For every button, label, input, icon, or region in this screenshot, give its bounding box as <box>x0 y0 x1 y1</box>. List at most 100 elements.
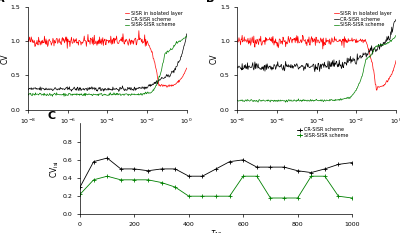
SISR in isolated layer <box>394 59 398 62</box>
SISR-SISR scheme <box>26 94 31 96</box>
CR-SISR scheme <box>241 158 246 161</box>
SISR in isolated layer <box>369 61 374 63</box>
SISR-SISR scheme <box>241 175 246 178</box>
CR-SISR scheme <box>295 169 300 172</box>
SISR-SISR scheme <box>268 197 273 199</box>
SISR in isolated layer <box>120 41 125 43</box>
SISR-SISR scheme <box>184 36 189 38</box>
SISR-SISR scheme <box>322 175 327 178</box>
CR-SISR scheme <box>330 59 335 62</box>
SISR-SISR scheme <box>369 54 374 56</box>
Line: CR-SISR scheme: CR-SISR scheme <box>28 34 187 91</box>
CR-SISR scheme <box>146 169 150 172</box>
Text: C: C <box>47 111 56 121</box>
CR-SISR scheme <box>116 90 121 93</box>
SISR-SISR scheme <box>295 197 300 199</box>
SISR in isolated layer <box>26 40 31 43</box>
X-axis label: $\tau_{12}$: $\tau_{12}$ <box>210 228 222 233</box>
SISR-SISR scheme <box>283 101 288 104</box>
Text: B: B <box>206 0 214 4</box>
SISR-SISR scheme <box>350 197 354 199</box>
CR-SISR scheme <box>91 160 96 163</box>
Y-axis label: CV$_{\rm isi}$: CV$_{\rm isi}$ <box>48 160 61 178</box>
SISR in isolated layer <box>164 86 169 89</box>
SISR-SISR scheme <box>132 178 137 181</box>
Line: SISR-SISR scheme: SISR-SISR scheme <box>237 36 396 102</box>
CR-SISR scheme <box>330 65 334 68</box>
SISR-SISR scheme <box>282 197 286 199</box>
SISR-SISR scheme <box>330 99 335 102</box>
CR-SISR scheme <box>123 88 128 91</box>
CR-SISR scheme <box>350 161 354 164</box>
Legend: SISR in isolated layer, CR-SISR scheme, SISR-SISR scheme: SISR in isolated layer, CR-SISR scheme, … <box>332 9 394 29</box>
CR-SISR scheme <box>120 84 125 87</box>
SISR-SISR scheme <box>120 93 125 96</box>
SISR-SISR scheme <box>235 99 240 102</box>
SISR-SISR scheme <box>146 178 150 181</box>
CR-SISR scheme <box>394 18 398 21</box>
SISR-SISR scheme <box>186 195 191 198</box>
SISR in isolated layer <box>236 41 240 44</box>
CR-SISR scheme <box>26 88 31 91</box>
SISR in isolated layer <box>136 29 141 32</box>
SISR-SISR scheme <box>184 35 188 38</box>
CR-SISR scheme <box>214 168 218 170</box>
SISR-SISR scheme <box>379 44 384 47</box>
SISR-SISR scheme <box>118 178 123 181</box>
CR-SISR scheme <box>268 166 273 168</box>
SISR in isolated layer <box>330 37 334 39</box>
SISR in isolated layer <box>380 85 385 87</box>
CR-SISR scheme <box>173 168 178 170</box>
CR-SISR scheme <box>26 89 30 91</box>
SISR-SISR scheme <box>336 195 341 198</box>
CR-SISR scheme <box>170 71 175 73</box>
SISR-SISR scheme <box>332 99 337 102</box>
SISR-SISR scheme <box>78 193 82 196</box>
SISR-SISR scheme <box>330 98 334 101</box>
SISR in isolated layer <box>26 38 30 41</box>
SISR-SISR scheme <box>394 34 398 37</box>
CR-SISR scheme <box>105 157 110 159</box>
SISR in isolated layer <box>240 34 244 37</box>
X-axis label: $\sigma_1$: $\sigma_1$ <box>312 128 322 138</box>
CR-SISR scheme <box>235 65 240 68</box>
CR-SISR scheme <box>369 44 374 47</box>
SISR in isolated layer <box>170 84 175 87</box>
CR-SISR scheme <box>160 77 165 79</box>
SISR-SISR scheme <box>236 99 240 102</box>
CR-SISR scheme <box>254 166 259 168</box>
SISR-SISR scheme <box>160 65 165 67</box>
Line: CR-SISR scheme: CR-SISR scheme <box>78 156 354 189</box>
SISR-SISR scheme <box>173 186 178 188</box>
Line: SISR in isolated layer: SISR in isolated layer <box>237 35 396 90</box>
CR-SISR scheme <box>379 44 384 47</box>
Y-axis label: CV: CV <box>210 53 219 64</box>
CR-SISR scheme <box>236 67 240 69</box>
CR-SISR scheme <box>282 166 286 168</box>
SISR-SISR scheme <box>159 181 164 184</box>
Line: SISR-SISR scheme: SISR-SISR scheme <box>78 175 354 200</box>
Legend: CR-SISR scheme, SISR-SISR scheme: CR-SISR scheme, SISR-SISR scheme <box>296 126 350 140</box>
Legend: SISR in isolated layer, CR-SISR scheme, SISR-SISR scheme: SISR in isolated layer, CR-SISR scheme, … <box>123 9 184 29</box>
Line: SISR in isolated layer: SISR in isolated layer <box>28 31 187 87</box>
Text: A: A <box>0 0 5 4</box>
CR-SISR scheme <box>227 160 232 163</box>
SISR in isolated layer <box>120 36 124 39</box>
SISR-SISR scheme <box>91 178 96 181</box>
CR-SISR scheme <box>184 33 189 35</box>
SISR-SISR scheme <box>105 175 110 178</box>
SISR-SISR scheme <box>26 93 30 95</box>
CR-SISR scheme <box>332 62 337 65</box>
CR-SISR scheme <box>159 168 164 170</box>
CR-SISR scheme <box>200 175 205 178</box>
SISR-SISR scheme <box>214 195 218 198</box>
Y-axis label: CV: CV <box>0 53 9 64</box>
CR-SISR scheme <box>309 171 314 174</box>
Line: CR-SISR scheme: CR-SISR scheme <box>237 19 396 72</box>
SISR-SISR scheme <box>254 175 259 178</box>
SISR-SISR scheme <box>50 95 55 98</box>
CR-SISR scheme <box>322 168 327 170</box>
SISR in isolated layer <box>332 39 337 42</box>
SISR-SISR scheme <box>200 195 205 198</box>
CR-SISR scheme <box>312 70 317 73</box>
